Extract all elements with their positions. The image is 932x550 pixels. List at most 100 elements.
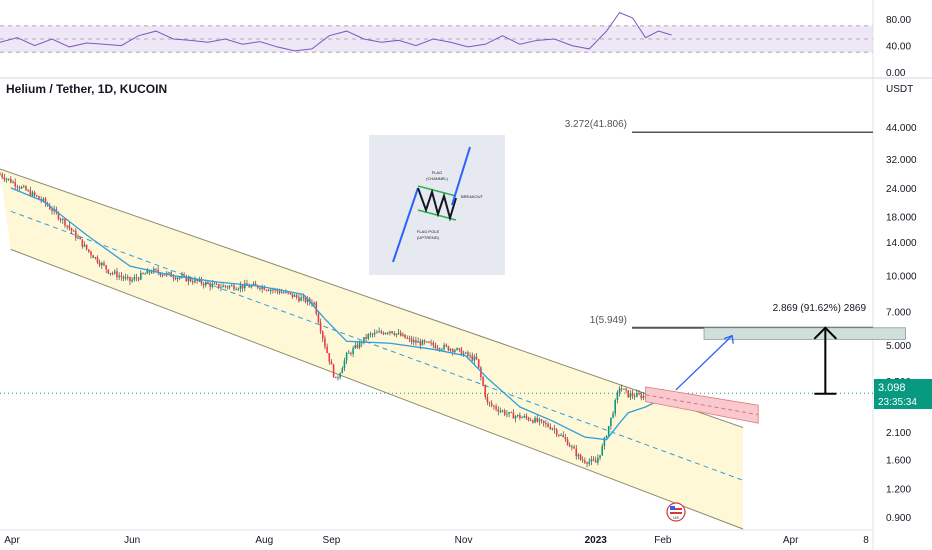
measure-arrowhead [813,326,838,340]
symbol-title[interactable]: Helium / Tether, 1D, KUCOIN [6,82,168,96]
diagram-pole-label: FLAG POLE [417,229,440,234]
candle [605,435,608,438]
candle [105,265,107,270]
projection-arrow[interactable] [675,335,733,391]
price-axis-currency: USDT [886,84,913,95]
target-zone[interactable] [703,327,906,340]
candle [59,219,62,221]
candle [347,352,350,354]
time-tick-label: Aug [255,535,273,546]
candle [135,277,138,279]
candle [415,340,417,343]
rsi-tick-label: 80.00 [886,15,911,26]
candle [519,414,521,419]
candle [581,459,584,461]
candle [324,338,326,347]
candle [460,348,463,356]
candle [330,361,333,365]
diagram-channel-label: (CHANNEL) [426,176,448,181]
rsi-line [0,11,672,52]
candle [341,368,344,374]
candle [536,417,539,422]
candle [428,341,430,343]
candle [417,341,419,343]
candle [64,218,66,226]
diagram-breakout-line [451,146,471,206]
candle [447,346,450,351]
candle [560,435,562,437]
event-badge[interactable]: US [666,502,686,522]
candle [599,455,601,458]
candle [278,291,281,293]
candle [486,396,489,403]
candle [369,333,372,335]
candle [525,415,528,418]
candle [81,239,84,247]
channel-mid-line[interactable] [10,210,744,481]
candle [575,448,578,457]
candle [469,355,471,357]
candle [516,414,519,417]
candle [317,314,320,323]
candle [334,376,337,379]
rsi-axis[interactable]: 80.00 40.00 0.00 [886,15,911,79]
candle [313,302,315,305]
price-axis[interactable]: 44.000 32.000 24.000 18.000 14.000 10.000 7.00… [886,123,917,524]
candle [514,416,517,419]
candle [18,187,21,189]
candle [642,395,645,399]
candle [382,332,385,335]
candle [233,285,235,290]
candle [410,338,413,343]
candle [103,262,105,266]
time-tick-label: 8 [863,535,869,546]
candle [254,283,257,286]
candle [432,342,435,346]
candle [404,334,406,339]
price-tag: 3.098 23:35:34 [874,379,932,409]
candle [243,283,246,289]
candle [285,291,287,293]
moving-average-line [10,187,664,441]
candle [88,249,90,252]
candle [419,341,422,346]
candle [384,332,387,335]
candle [20,186,23,189]
candle [68,225,71,229]
candle [72,230,75,232]
candle [558,434,560,436]
price-tag-countdown: 23:35:34 [878,397,917,408]
candle [159,272,162,276]
candle [23,186,25,188]
candle [75,230,77,239]
time-axis[interactable]: Apr Jun Aug Sep Nov 2023 Feb Apr 8 [4,535,869,546]
candle [215,283,218,285]
candle [510,412,513,414]
candle [395,333,398,335]
candle [129,276,131,282]
candle [157,269,159,273]
candle [627,390,630,398]
candle [250,285,253,288]
channel-lower-line[interactable] [10,248,744,530]
price-tick-label: 32.000 [886,155,917,166]
time-tick-label: Nov [455,535,473,546]
candle [189,277,192,282]
candle [33,192,36,196]
candle [376,332,378,334]
descending-channel[interactable] [0,168,744,529]
candle [12,182,14,184]
candle [577,454,580,457]
channel-upper-line[interactable] [0,168,744,429]
candle [7,178,10,180]
candle [14,182,16,187]
fib-level-label: 1(5.949) [590,315,627,326]
candle [618,388,621,393]
candle [57,212,60,220]
candle [114,271,116,274]
candle [194,279,196,283]
flag-badge-canton [670,506,675,510]
candle [42,198,45,201]
candle [566,439,569,446]
